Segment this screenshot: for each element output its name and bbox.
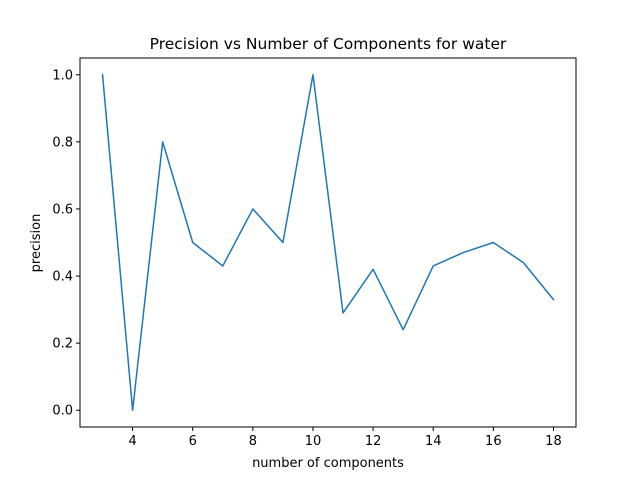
x-tick-label: 14 (425, 434, 442, 449)
x-tick-label: 18 (545, 434, 562, 449)
plot-area (80, 58, 576, 427)
y-tick-label: 0.0 (52, 404, 73, 419)
x-tick-label: 4 (128, 434, 136, 449)
x-tick-label: 6 (189, 434, 197, 449)
y-tick-label: 0.8 (52, 135, 73, 150)
y-tick-label: 0.2 (52, 337, 73, 352)
x-axis: 4 6 8 10 12 14 16 18 (128, 427, 561, 449)
y-tick-label: 0.6 (52, 202, 73, 217)
chart-title: Precision vs Number of Components for wa… (150, 35, 507, 53)
y-tick-label: 0.4 (52, 270, 73, 285)
x-tick-label: 16 (485, 434, 502, 449)
y-tick-label: 1.0 (52, 68, 73, 83)
x-axis-label: number of components (252, 456, 404, 471)
series-layer (103, 75, 554, 410)
series-line (103, 75, 554, 410)
x-tick-label: 12 (365, 434, 382, 449)
x-tick-label: 10 (305, 434, 322, 449)
x-tick-label: 8 (249, 434, 257, 449)
y-axis-label: precision (29, 214, 44, 273)
y-axis: 0.0 0.2 0.4 0.6 0.8 1.0 (52, 68, 80, 418)
